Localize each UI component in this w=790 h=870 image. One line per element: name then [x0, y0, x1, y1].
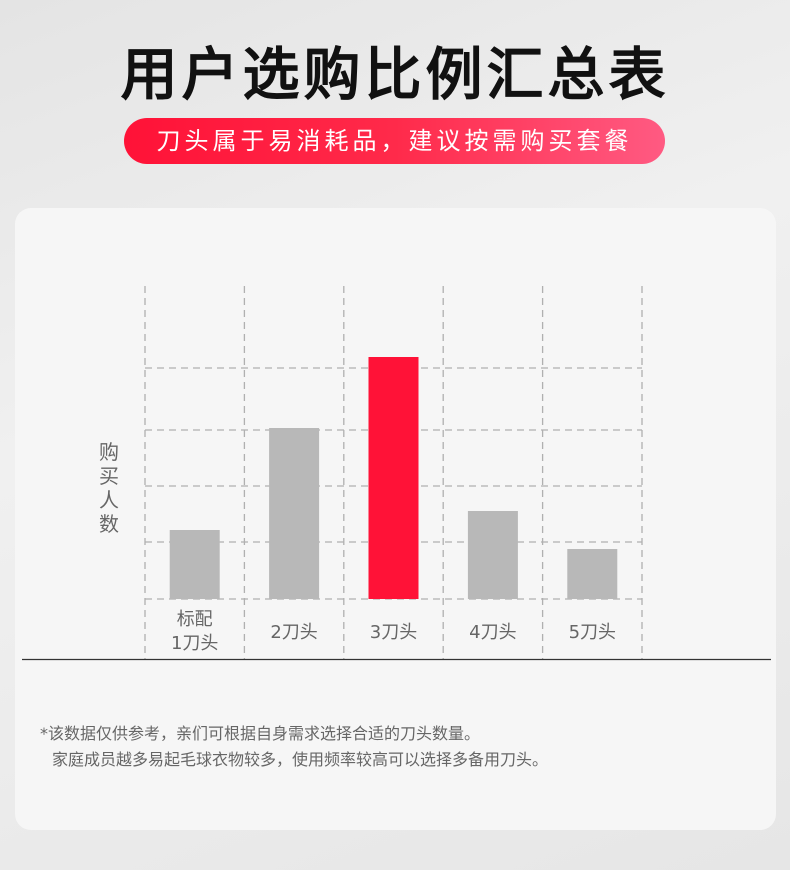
bar-5	[567, 549, 618, 599]
x-tick-label: 标配 1刀头	[171, 609, 218, 654]
footnote-line-2: 家庭成员越多易起毛球衣物较多，使用频率较高可以选择多备用刀头。	[52, 750, 549, 769]
footnote-line-1: *该数据仅供参考，亲们可根据自身需求选择合适的刀头数量。	[40, 724, 481, 743]
x-tick-label: 3刀头	[370, 622, 417, 643]
bar-1	[169, 530, 220, 599]
bar-4	[467, 511, 518, 599]
subtitle-banner: 刀头属于易消耗品，建议按需购买套餐	[124, 118, 665, 164]
page-title: 用户选购比例汇总表	[120, 42, 670, 108]
x-tick-label: 4刀头	[469, 622, 516, 643]
y-axis-label: 购买人数	[99, 440, 119, 536]
x-tick-label: 5刀头	[569, 622, 616, 643]
x-tick-label: 2刀头	[270, 622, 317, 643]
bar-2	[269, 428, 320, 599]
bar-3	[368, 357, 419, 599]
